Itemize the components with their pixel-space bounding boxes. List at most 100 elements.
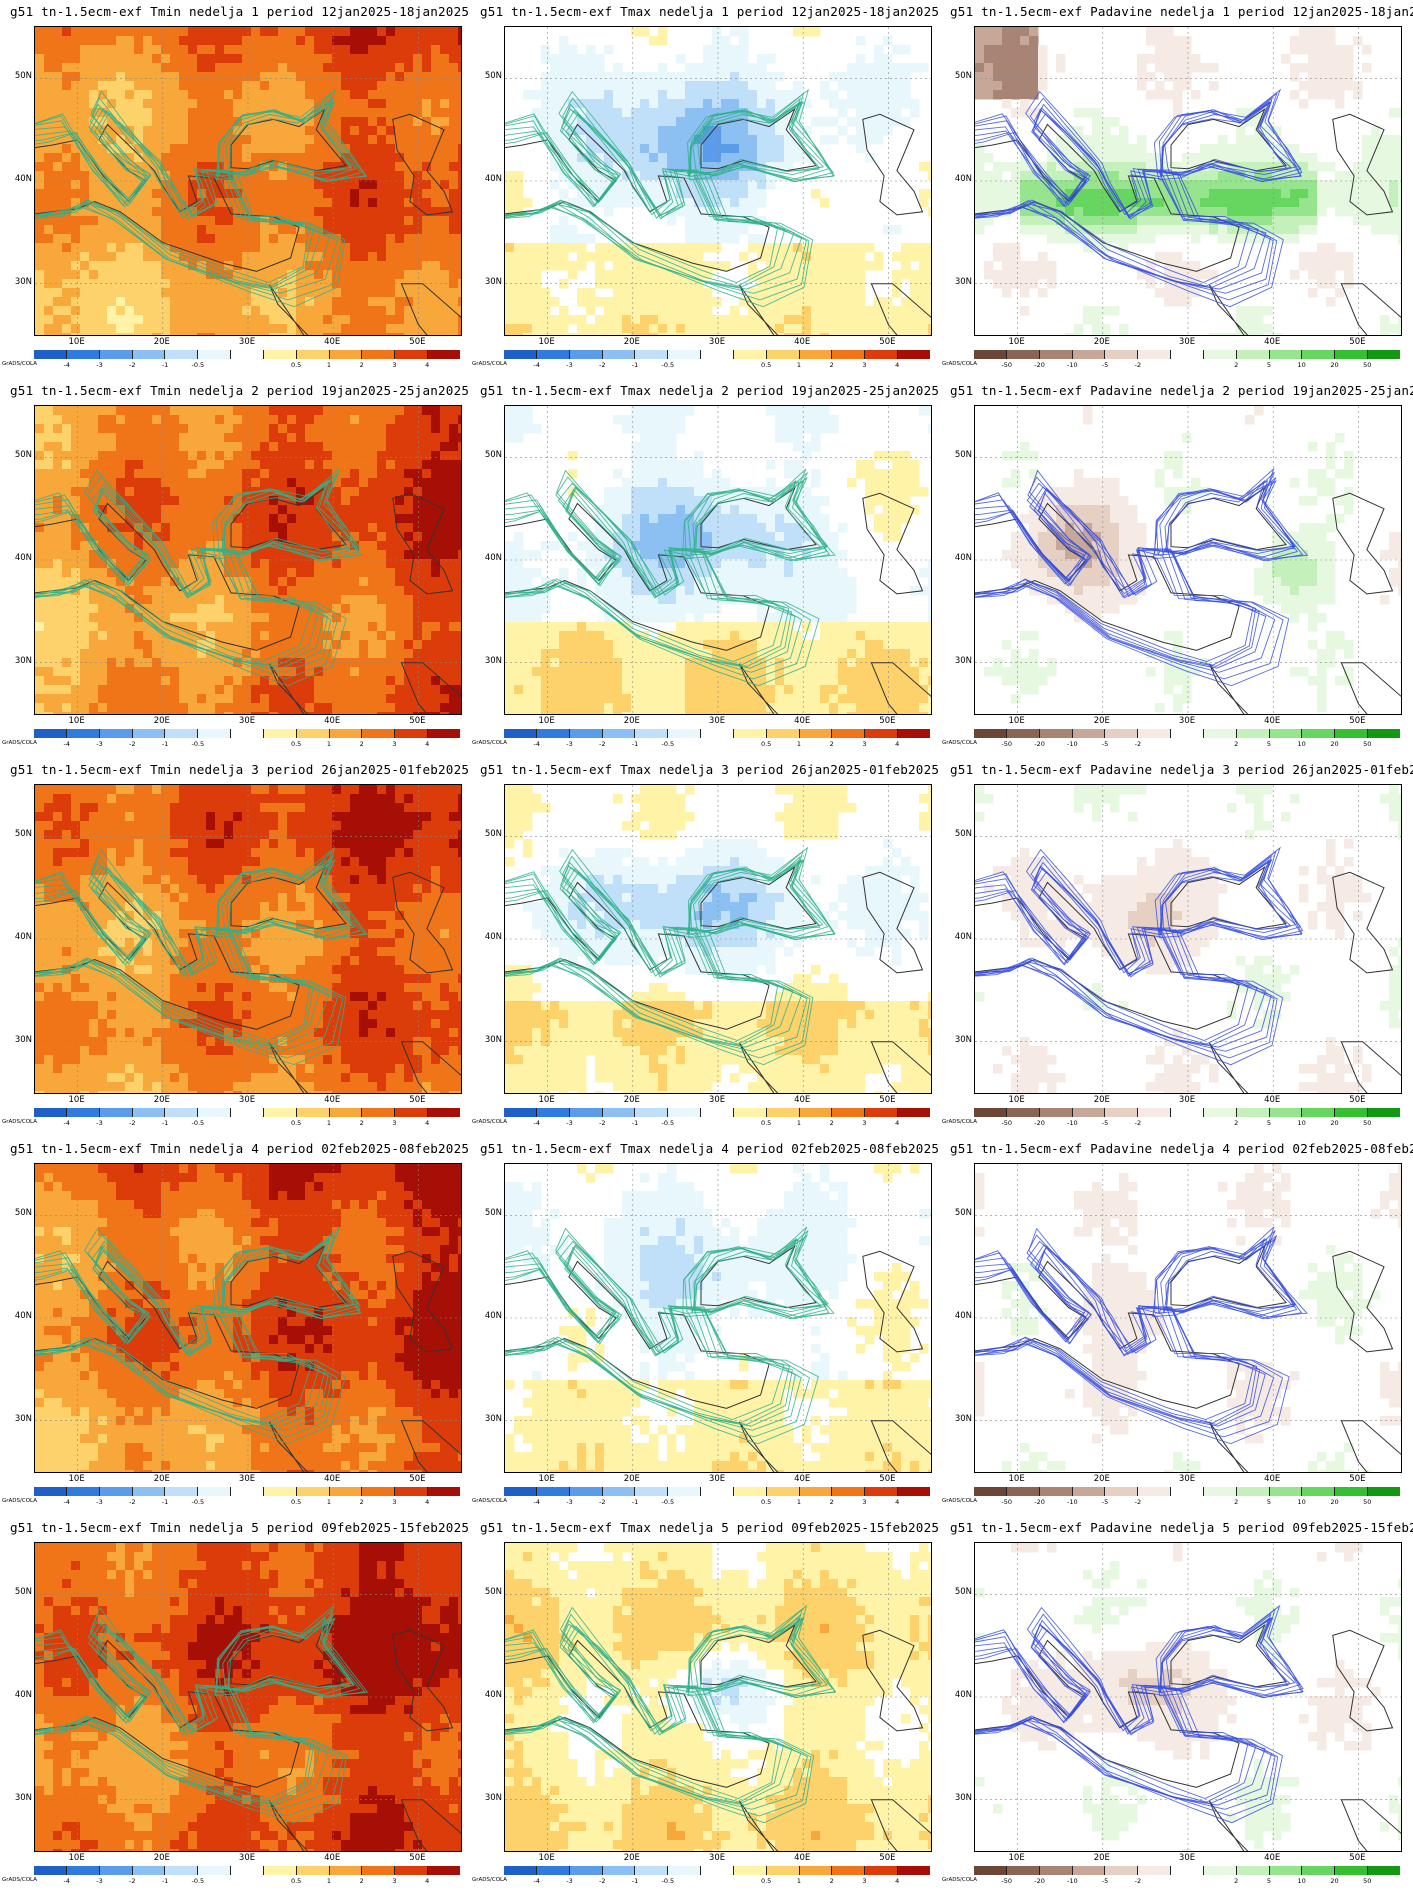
field-cell	[1074, 207, 1084, 217]
field-cell	[440, 613, 450, 623]
field-cell	[458, 72, 461, 82]
field-cell	[350, 586, 360, 596]
field-cell	[296, 27, 306, 37]
field-cell	[341, 126, 351, 136]
field-cell	[874, 108, 884, 118]
field-cell	[71, 559, 81, 569]
field-cell	[1083, 108, 1093, 118]
field-cell	[296, 90, 306, 100]
field-cell	[98, 451, 108, 461]
field-cell	[856, 117, 866, 127]
field-cell	[1308, 225, 1318, 235]
field-cell	[449, 433, 459, 443]
field-cell	[179, 451, 189, 461]
field-cell	[640, 261, 650, 271]
field-cell	[658, 108, 668, 118]
field-cell	[215, 99, 225, 109]
field-cell	[242, 270, 252, 280]
field-cell	[296, 171, 306, 181]
field-cell	[368, 90, 378, 100]
field-cell	[116, 117, 126, 127]
field-cell	[152, 568, 162, 578]
field-cell	[910, 306, 920, 316]
field-cell	[1299, 36, 1309, 46]
field-cell	[901, 324, 911, 334]
field-cell	[1056, 225, 1066, 235]
field-cell	[395, 63, 405, 73]
field-cell	[1290, 63, 1300, 73]
field-cell	[359, 180, 369, 190]
colorbar-swatch	[99, 350, 133, 359]
field-cell	[386, 505, 396, 515]
colorbar-swatch	[428, 350, 460, 359]
field-cell	[377, 234, 387, 244]
field-cell	[332, 406, 342, 416]
field-cell	[179, 189, 189, 199]
field-cell	[874, 117, 884, 127]
field-cell	[793, 333, 803, 335]
field-cell	[125, 297, 135, 307]
field-cell	[613, 252, 623, 262]
field-cell	[1191, 180, 1201, 190]
field-cell	[332, 198, 342, 208]
field-cell	[595, 198, 605, 208]
field-cell	[667, 306, 677, 316]
field-cell	[89, 433, 99, 443]
field-cell	[703, 324, 713, 334]
field-cell	[89, 424, 99, 434]
field-cell	[215, 126, 225, 136]
field-cell	[748, 171, 758, 181]
field-cell	[89, 451, 99, 461]
colorbar-label: -5	[1101, 361, 1109, 369]
field-cell	[1326, 81, 1336, 91]
field-cell	[53, 315, 63, 325]
field-cell	[314, 333, 324, 335]
field-cell	[928, 324, 931, 334]
field-cell	[784, 333, 794, 335]
field-cell	[883, 333, 893, 335]
field-cell	[910, 279, 920, 289]
field-cell	[107, 514, 117, 524]
field-cell	[730, 207, 740, 217]
field-cell	[413, 54, 423, 64]
field-cell	[559, 261, 569, 271]
field-cell	[649, 99, 659, 109]
field-cell	[314, 460, 324, 470]
field-cell	[604, 207, 614, 217]
field-cell	[71, 568, 81, 578]
field-cell	[404, 270, 414, 280]
field-cell	[404, 622, 414, 632]
field-cell	[287, 63, 297, 73]
field-cell	[377, 577, 387, 587]
field-cell	[766, 81, 776, 91]
colorbar-label: 4	[425, 361, 430, 369]
field-cell	[622, 126, 632, 136]
field-cell	[883, 90, 893, 100]
field-cell	[440, 595, 450, 605]
field-cell	[649, 297, 659, 307]
field-cell	[62, 144, 72, 154]
field-cell	[404, 252, 414, 262]
field-cell	[377, 63, 387, 73]
field-cell	[332, 604, 342, 614]
field-cell	[35, 406, 45, 416]
field-cell	[1236, 153, 1246, 163]
field-cell	[143, 586, 153, 596]
field-cell	[305, 108, 315, 118]
field-cell	[179, 622, 189, 632]
field-cell	[847, 81, 857, 91]
field-cell	[1146, 234, 1156, 244]
field-cell	[865, 243, 875, 253]
field-cell	[1362, 162, 1372, 172]
field-cell	[874, 135, 884, 145]
field-cell	[1173, 225, 1183, 235]
field-cell	[449, 559, 459, 569]
field-cell	[296, 135, 306, 145]
field-cell	[260, 252, 270, 262]
field-cell	[98, 72, 108, 82]
field-cell	[793, 279, 803, 289]
field-cell	[35, 333, 45, 335]
field-cell	[233, 261, 243, 271]
field-cell	[395, 207, 405, 217]
field-cell	[233, 604, 243, 614]
